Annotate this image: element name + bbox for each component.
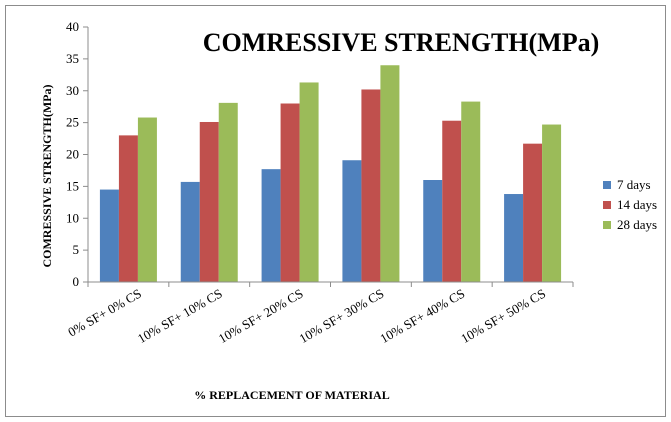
bar-14-days-4 [442, 120, 462, 283]
legend-label: 14 days [617, 197, 657, 212]
y-axis-title: COMRESSIVE STRENGTH(MPa) [40, 84, 54, 267]
legend-label: 28 days [617, 217, 657, 232]
bar-7-days-0 [99, 189, 119, 282]
bar-14-days-3 [361, 89, 381, 282]
y-tick-label: 15 [66, 178, 79, 193]
legend-label: 7 days [617, 177, 651, 192]
bar-7-days-2 [261, 169, 281, 282]
chart-svg: COMRESSIVE STRENGTH(MPa) COMRESSIVE STRE… [40, 19, 657, 402]
category-label: 10% SF+ 10% CS [135, 286, 225, 347]
y-axis-ticks: 0 5 10 15 20 25 30 35 40 [66, 19, 88, 289]
y-tick-label: 5 [73, 242, 80, 257]
bar-28-days-3 [380, 65, 400, 282]
bar-14-days-1 [199, 121, 219, 282]
bar-7-days-3 [342, 160, 362, 282]
category-label: 10% SF+ 30% CS [297, 286, 387, 347]
legend: 7 days 14 days 28 days [603, 177, 657, 232]
bar-14-days-5 [523, 143, 543, 282]
chart-frame: COMRESSIVE STRENGTH(MPa) COMRESSIVE STRE… [5, 5, 666, 417]
bar-28-days-2 [299, 82, 319, 283]
bars [99, 65, 562, 283]
chart-title: COMRESSIVE STRENGTH(MPa) [203, 28, 600, 57]
legend-swatch [603, 221, 611, 229]
category-label: 0% SF+ 0% CS [65, 286, 144, 340]
y-tick-label: 10 [66, 210, 79, 225]
y-tick-label: 40 [66, 19, 79, 34]
bar-28-days-0 [137, 117, 157, 283]
bar-14-days-2 [280, 103, 300, 282]
bar-28-days-4 [461, 101, 481, 283]
legend-swatch [603, 181, 611, 189]
axes [87, 27, 574, 287]
category-label: 10% SF+ 40% CS [377, 286, 467, 347]
y-tick-label: 30 [66, 83, 79, 98]
category-label: 10% SF+ 50% CS [458, 286, 548, 347]
y-tick-label: 35 [66, 51, 79, 66]
y-tick-label: 20 [66, 147, 79, 162]
y-tick-label: 0 [73, 274, 80, 289]
bar-7-days-5 [504, 194, 524, 282]
x-axis-title: % REPLACEMENT OF MATERIAL [194, 388, 389, 402]
legend-swatch [603, 201, 611, 209]
y-tick-label: 25 [66, 115, 79, 130]
category-label: 10% SF+ 20% CS [216, 286, 306, 347]
bar-7-days-4 [423, 180, 443, 282]
bar-28-days-5 [542, 124, 562, 282]
bar-7-days-1 [180, 181, 200, 282]
bar-14-days-0 [118, 135, 138, 282]
bar-28-days-1 [218, 102, 238, 282]
